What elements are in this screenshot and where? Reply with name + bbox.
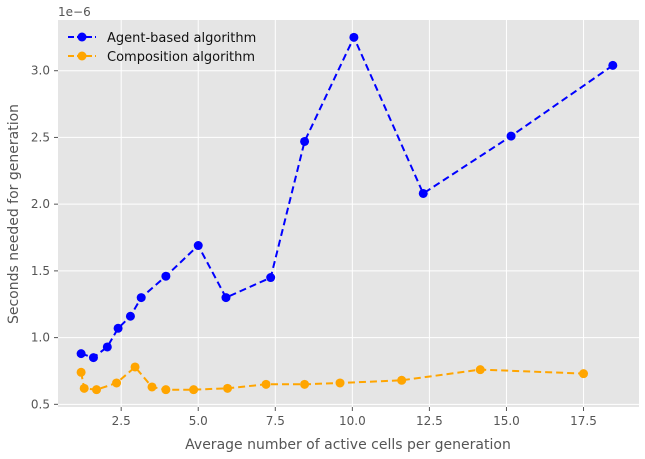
x-tick-label: 15.0	[493, 414, 520, 428]
y-tick-label: 0.5	[31, 397, 50, 411]
x-tick-label: 5.0	[189, 414, 208, 428]
y-tick-label: 1.5	[31, 264, 50, 278]
x-tick-label: 10.0	[339, 414, 366, 428]
data-point-composition-algorithm	[130, 362, 140, 372]
data-point-agent-based-algorithm	[221, 293, 231, 303]
data-point-agent-based-algorithm	[266, 273, 276, 283]
x-tick-label: 7.5	[266, 414, 285, 428]
legend-marker-composition	[77, 51, 87, 61]
data-point-agent-based-algorithm	[125, 311, 135, 321]
data-point-agent-based-algorithm	[418, 188, 428, 198]
y-tick-label: 1.0	[31, 331, 50, 345]
data-point-composition-algorithm	[475, 365, 485, 375]
data-point-agent-based-algorithm	[136, 293, 146, 303]
grid	[58, 20, 639, 407]
legend: Agent-based algorithm Composition algori…	[68, 31, 256, 65]
data-point-composition-algorithm	[335, 378, 345, 388]
legend-marker-agent	[77, 32, 87, 42]
data-point-agent-based-algorithm	[300, 136, 310, 146]
data-point-agent-based-algorithm	[102, 342, 112, 352]
data-point-agent-based-algorithm	[506, 131, 516, 141]
data-point-composition-algorithm	[92, 385, 102, 395]
data-point-agent-based-algorithm	[88, 353, 98, 363]
data-point-composition-algorithm	[112, 378, 122, 388]
data-point-composition-algorithm	[79, 383, 89, 393]
legend-label-composition: Composition algorithm	[107, 50, 255, 65]
series-line-composition-algorithm	[80, 365, 584, 391]
x-axis-label: Average number of active cells per gener…	[185, 437, 511, 453]
data-point-composition-algorithm	[76, 367, 86, 377]
y-axis-offset: 1e−6	[58, 5, 91, 19]
data-point-composition-algorithm	[261, 379, 271, 389]
x-tick-label: 2.5	[112, 414, 131, 428]
data-point-agent-based-algorithm	[113, 323, 123, 333]
y-axis-ticks: 0.5 1.0 1.5 2.0 2.5 3.0	[31, 64, 58, 411]
legend-label-agent: Agent-based algorithm	[107, 31, 256, 46]
series-layer	[76, 32, 618, 395]
data-point-agent-based-algorithm	[608, 60, 618, 70]
data-point-composition-algorithm	[397, 375, 407, 385]
data-point-composition-algorithm	[223, 383, 233, 393]
data-point-composition-algorithm	[189, 385, 199, 395]
x-tick-label: 17.5	[570, 414, 597, 428]
y-tick-label: 3.0	[31, 64, 50, 78]
plot-background	[58, 20, 639, 407]
data-point-agent-based-algorithm	[161, 271, 171, 281]
y-axis-label: Seconds needed for generation	[6, 104, 22, 324]
data-point-composition-algorithm	[147, 382, 157, 392]
data-point-composition-algorithm	[161, 385, 171, 395]
data-point-composition-algorithm	[300, 379, 310, 389]
data-point-agent-based-algorithm	[349, 32, 359, 42]
x-axis-ticks: 2.5 5.0 7.5 10.0 12.5 15.0 17.5	[112, 407, 597, 428]
y-tick-label: 2.5	[31, 130, 50, 144]
data-point-agent-based-algorithm	[76, 349, 86, 359]
data-point-agent-based-algorithm	[193, 241, 203, 251]
data-point-composition-algorithm	[579, 369, 589, 379]
x-tick-label: 12.5	[416, 414, 443, 428]
y-tick-label: 2.0	[31, 197, 50, 211]
